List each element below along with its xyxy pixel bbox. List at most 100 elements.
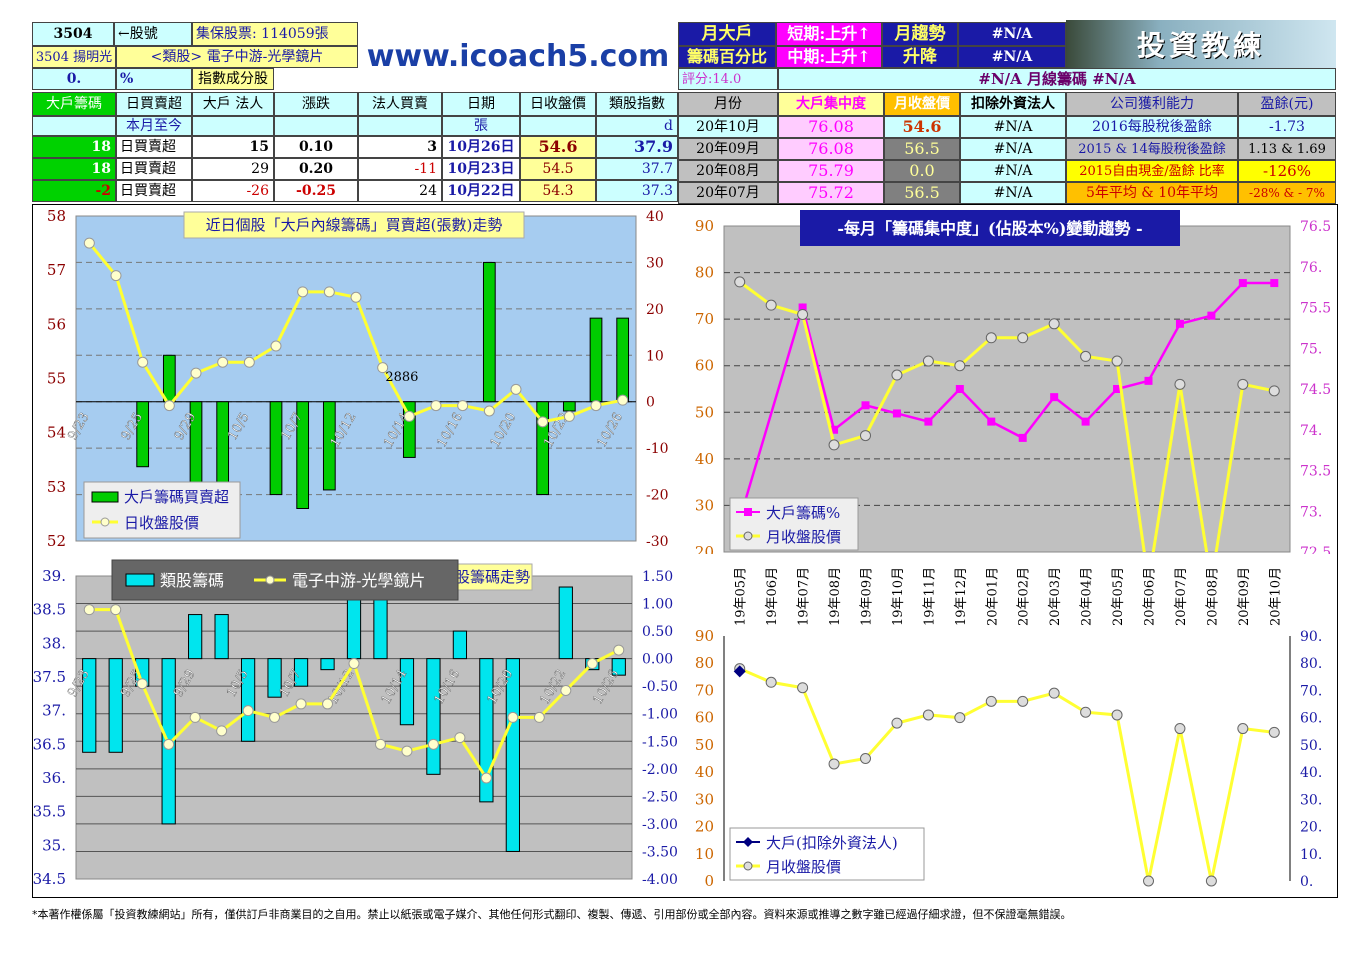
line-point — [828, 758, 840, 770]
left-tick-label: 54 — [47, 424, 66, 442]
title-box — [183, 211, 525, 239]
col-header-date: 日期 — [442, 92, 520, 116]
x-tick-label: 20年06月 — [1143, 567, 1158, 626]
legend-marker — [744, 508, 752, 516]
chart-title: -每月「籌碼集中度」(佔股本%)變動趨勢 - — [837, 219, 1142, 238]
row-chip: -2 — [32, 180, 116, 202]
line-point — [922, 709, 934, 721]
month-cell: 20年09月 — [678, 138, 778, 160]
left-tick-label: 20 — [695, 543, 714, 554]
col-header-inst: 法人買賣 — [358, 92, 442, 116]
legend-swatch-bar — [125, 573, 155, 587]
bar — [322, 401, 336, 491]
profitability-value: -1.73 — [1238, 116, 1336, 138]
right-tick-label: 10. — [1300, 847, 1322, 863]
line-point — [269, 711, 281, 723]
stock-code: 3504 — [32, 22, 114, 46]
line-point — [617, 394, 629, 406]
line-point — [860, 430, 871, 442]
row-date: 10月23日 — [442, 158, 520, 180]
site-url[interactable]: www.icoach5.com — [366, 38, 670, 74]
line-point — [403, 410, 415, 422]
concentration-cell: 76.08 — [778, 138, 884, 160]
line-point — [765, 299, 777, 311]
month-close-cell: 0.0 — [884, 160, 960, 182]
line-point — [427, 738, 439, 750]
line-point — [828, 439, 840, 451]
score-label: 評分:14.0 — [678, 68, 778, 90]
left-tick-label: 38. — [42, 634, 66, 652]
line-point — [110, 604, 122, 616]
legend-marker — [743, 531, 753, 541]
line-point — [765, 676, 777, 688]
line-point — [270, 340, 282, 352]
line-point — [797, 682, 809, 694]
line-point — [1268, 385, 1280, 397]
line-point — [891, 717, 903, 729]
bar — [452, 630, 468, 660]
line-point — [507, 711, 519, 723]
right-tick-label: -2.00 — [642, 762, 678, 778]
subrow-cell — [520, 116, 596, 136]
line-point — [348, 658, 360, 670]
col-header-profitability: 公司獲利能力 — [1066, 92, 1238, 116]
bar — [402, 401, 416, 458]
right-tick-label: 0.00 — [642, 652, 673, 668]
legend-label: 月收盤股價 — [766, 528, 841, 546]
right-tick-label: 75. — [1300, 341, 1322, 357]
chart-title: 類股籌碼走勢 — [440, 568, 530, 586]
right-tick-label: 80. — [1300, 656, 1322, 672]
left-tick-label: 60 — [695, 357, 714, 375]
line-point — [985, 695, 997, 707]
row-change: 0.10 — [274, 136, 358, 158]
col-header-index: 類股指數 — [596, 92, 678, 116]
right-tick-label: 50. — [1300, 738, 1322, 754]
chart-sector-chips: 34.5 35. 35.5 36. 36.5 37. 37.5 38. 38.5 39. -4.00… — [33, 559, 678, 888]
left-tick-label: 55 — [47, 370, 66, 388]
line-point — [1080, 350, 1092, 362]
left-tick-label: 30 — [695, 496, 714, 514]
line-point — [1174, 378, 1186, 390]
right-tick-label: 20 — [646, 302, 664, 318]
row-index: 37.9 — [596, 136, 678, 158]
x-tick-label: 19年08月 — [828, 567, 843, 626]
x-tick-label: 20年09月 — [1237, 567, 1252, 626]
left-tick-label: 20 — [695, 818, 714, 836]
line-point — [217, 356, 229, 368]
line-point — [454, 732, 466, 744]
profitability-item: 2015自由現金/盈餘 比率 — [1066, 160, 1238, 182]
right-tick-label: -20 — [646, 488, 669, 504]
line-point — [1018, 433, 1027, 442]
short-term-trend: 短期:上升↑ — [776, 22, 882, 46]
line-point — [1113, 385, 1122, 393]
line-point — [1017, 695, 1029, 707]
na-value-2: #N/A — [958, 46, 1066, 68]
row-inst: 3 — [358, 136, 442, 158]
bar — [562, 401, 576, 412]
line-point — [1048, 687, 1060, 699]
x-tick-label: 19年11月 — [922, 567, 937, 626]
right-tick-label: 0. — [1300, 874, 1313, 890]
bar — [293, 658, 309, 687]
bar — [82, 658, 97, 753]
line-point — [613, 644, 625, 656]
right-tick-label: -30 — [646, 534, 669, 550]
line-point — [860, 753, 871, 764]
legend-label: 電子中游-光學鏡片 — [292, 571, 425, 590]
profitability-value: -28% & - 7% — [1238, 182, 1336, 204]
row-big: 29 — [192, 158, 274, 180]
line-point — [1017, 332, 1029, 344]
legend-label: 日收盤股價 — [124, 514, 199, 532]
line-point — [1048, 318, 1060, 330]
right-tick-label: 70. — [1300, 683, 1322, 699]
line-point — [242, 705, 254, 717]
month-trend-value: 升降 — [882, 46, 958, 68]
line-point — [1237, 378, 1249, 390]
left-tick-label: 35. — [42, 836, 66, 854]
concentration-cell: 75.72 — [778, 182, 884, 204]
line-point — [374, 738, 386, 750]
left-tick-label: 56 — [47, 315, 66, 333]
line-point — [1175, 319, 1184, 328]
stock-name: 3504 揚明光 — [32, 46, 116, 68]
left-tick-label: 35.5 — [33, 803, 66, 821]
